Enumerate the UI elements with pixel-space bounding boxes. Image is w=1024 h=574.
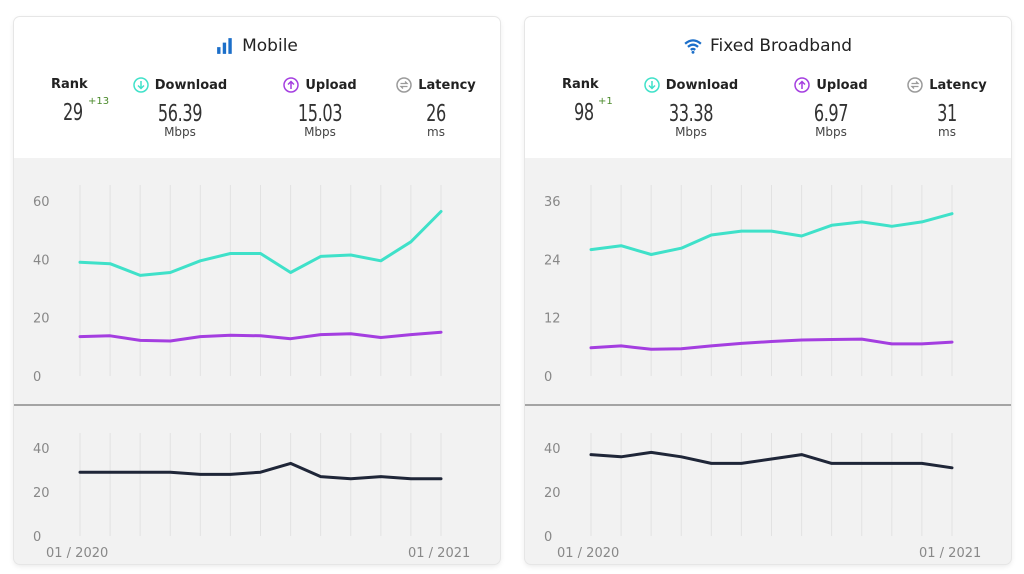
download-label: Download <box>641 77 741 93</box>
upload-stat: Upload 15.03 Mbps <box>270 77 370 157</box>
speed-y-tick-label: 60 <box>33 195 50 210</box>
stats-header: Mobile Rank 29 +13 Download 56.39 Mbps Upload 15… <box>14 17 500 158</box>
download-label-text: Download <box>154 77 228 93</box>
speed-y-tick-label: 40 <box>33 253 50 268</box>
speed-y-tick-label: 0 <box>33 370 41 385</box>
speed-series-upload-line <box>78 330 443 343</box>
speed-y-tick-label: 24 <box>544 253 561 268</box>
upload-label-text: Upload <box>305 77 357 93</box>
latency-icon <box>907 77 923 93</box>
rank-label: Rank <box>51 77 111 92</box>
line-chart: 0 12 24 36 0 20 40 01 / 2020 01 / 2021 <box>525 185 1011 561</box>
latency-stat: Latency 26 ms <box>386 77 486 157</box>
latency-series-latency-line <box>589 450 954 470</box>
x-axis-start-label: 01 / 2020 <box>557 546 619 561</box>
rank-change: +13 <box>88 96 110 107</box>
latency-unit: ms <box>427 125 445 139</box>
latency-label: Latency <box>386 77 486 93</box>
upload-label-text: Upload <box>816 77 868 93</box>
download-unit: Mbps <box>675 125 707 139</box>
rank-label: Rank <box>562 77 622 92</box>
rank-label-text: Rank <box>51 77 88 92</box>
signal-bars-icon <box>217 38 232 54</box>
stats-header: Fixed Broadband Rank 98 +1 Download 33.38 Mbps… <box>525 17 1011 158</box>
latency-value: 26 <box>426 101 446 127</box>
latency-y-tick-label: 40 <box>33 442 50 457</box>
speed-y-tick-label: 36 <box>544 195 561 210</box>
rank-value: 29 <box>62 100 83 126</box>
latency-y-tick-label: 0 <box>544 530 552 545</box>
latency-icon <box>396 77 412 93</box>
wifi-icon <box>684 39 702 54</box>
fixed-broadband-card: Fixed Broadband Rank 98 +1 Download 33.38 Mbps… <box>525 17 1011 564</box>
rank-value: 98 <box>573 100 594 126</box>
latency-value: 31 <box>937 101 957 127</box>
x-axis-end-label: 01 / 2021 <box>919 546 981 561</box>
upload-arrow-icon <box>794 77 811 93</box>
card-title-text: Mobile <box>242 36 298 56</box>
upload-label: Upload <box>781 77 881 93</box>
download-label-text: Download <box>665 77 739 93</box>
upload-value: 15.03 <box>297 101 343 127</box>
speed-series-download-line <box>78 210 443 277</box>
speed-y-tick-label: 20 <box>33 312 50 327</box>
card-title-text: Fixed Broadband <box>709 36 853 56</box>
latency-series-latency-line <box>78 461 443 481</box>
speed-y-tick-label: 0 <box>544 370 552 385</box>
card-title: Mobile <box>14 34 500 58</box>
upload-label: Upload <box>270 77 370 93</box>
download-stat: Download 56.39 Mbps <box>130 77 230 157</box>
download-value: 56.39 <box>157 101 203 127</box>
latency-y-tick-label: 20 <box>33 486 50 501</box>
latency-y-tick-label: 20 <box>544 486 561 501</box>
rank-stat: Rank 98 <box>562 77 622 157</box>
latency-y-tick-label: 40 <box>544 442 561 457</box>
download-stat: Download 33.38 Mbps <box>641 77 741 157</box>
download-label: Download <box>130 77 230 93</box>
upload-unit: Mbps <box>815 125 847 139</box>
upload-arrow-icon <box>283 77 300 93</box>
x-axis-end-label: 01 / 2021 <box>408 546 470 561</box>
rank-label-text: Rank <box>562 77 599 92</box>
line-chart: 0 20 40 60 0 20 40 01 / 2020 01 / 2021 <box>14 185 500 561</box>
speed-series-upload-line <box>589 337 954 351</box>
download-value: 33.38 <box>668 101 714 127</box>
latency-label: Latency <box>897 77 997 93</box>
x-axis-start-label: 01 / 2020 <box>46 546 108 561</box>
latency-label-text: Latency <box>418 77 476 93</box>
card-title: Fixed Broadband <box>525 34 1011 58</box>
download-arrow-icon <box>644 77 660 93</box>
upload-value: 6.97 <box>813 101 849 127</box>
latency-unit: ms <box>938 125 956 139</box>
download-unit: Mbps <box>164 125 196 139</box>
latency-stat: Latency 31 ms <box>897 77 997 157</box>
mobile-card: Mobile Rank 29 +13 Download 56.39 Mbps Upload 15… <box>14 17 500 564</box>
speed-y-tick-label: 12 <box>544 312 561 327</box>
speed-series-download-line <box>589 212 954 256</box>
latency-y-tick-label: 0 <box>33 530 41 545</box>
latency-label-text: Latency <box>929 77 987 93</box>
rank-stat: Rank 29 <box>51 77 111 157</box>
upload-unit: Mbps <box>304 125 336 139</box>
rank-change: +1 <box>598 96 613 107</box>
download-arrow-icon <box>133 77 149 93</box>
upload-stat: Upload 6.97 Mbps <box>781 77 881 157</box>
